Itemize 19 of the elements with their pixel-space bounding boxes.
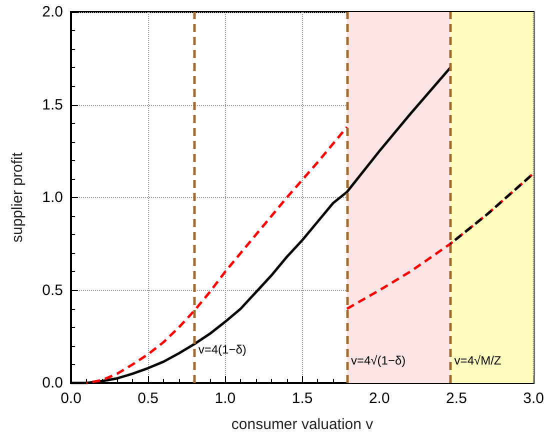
annotation: v=4√M/Z (454, 354, 502, 368)
y-axis-title: supplier profit (9, 152, 26, 243)
x-tick-label: 1.0 (214, 390, 236, 407)
y-tick-label: 0.0 (42, 374, 63, 392)
x-tick-label: 0.0 (60, 390, 82, 407)
y-tick-label: 0.5 (42, 282, 63, 299)
annotation: v=4(1−δ) (198, 342, 246, 357)
annotation: v=4√(1−δ) (351, 354, 406, 368)
x-tick-label: 1.5 (292, 390, 313, 407)
x-tick-label: 0.5 (138, 390, 159, 407)
x-tick-label: 2.0 (368, 390, 390, 407)
line-series (85, 126, 348, 384)
x-axis-title: consumer valuation v (231, 416, 374, 433)
y-tick-label: 2.0 (42, 4, 63, 20)
y-tick-label: 1.0 (42, 189, 63, 206)
x-tick-label: 3.0 (523, 390, 544, 407)
y-tick-label: 1.5 (42, 96, 63, 114)
x-tick-label: 2.5 (446, 390, 467, 407)
line-series (346, 172, 535, 310)
